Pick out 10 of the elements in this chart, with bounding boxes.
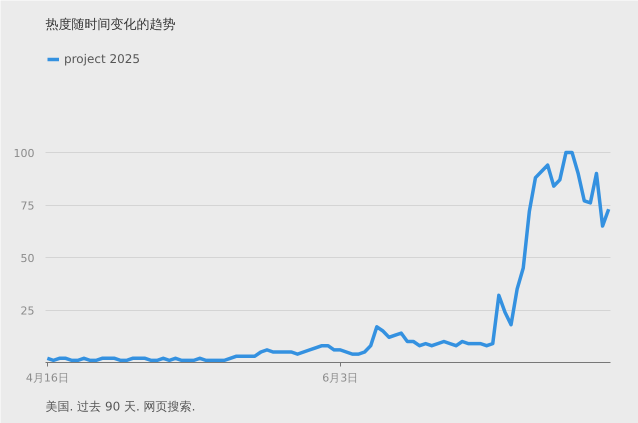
x-tick-label: 4月16日 [26, 372, 69, 384]
y-tick-label: 25 [20, 304, 35, 318]
line-series [46, 150, 610, 362]
y-tick-label: 100 [14, 147, 35, 160]
y-tick-label: 75 [20, 200, 35, 212]
chart-title: 热度随时间变化的趋势 [46, 16, 176, 32]
y-tick-label: 50 [20, 252, 35, 265]
text: project 2025 [64, 52, 140, 66]
x-tick-label: 6月3日 [322, 372, 358, 384]
text: 美国. 过去 90 天. 网页搜索. [46, 400, 196, 414]
